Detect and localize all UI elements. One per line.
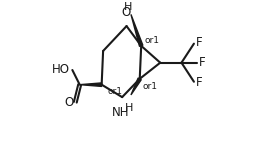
Text: or1: or1 [144, 36, 159, 45]
Text: or1: or1 [143, 82, 158, 91]
Text: F: F [196, 76, 203, 89]
Text: HO: HO [52, 63, 70, 76]
Text: O: O [64, 97, 74, 109]
Text: H: H [125, 103, 133, 113]
Text: O: O [121, 7, 130, 19]
Polygon shape [131, 14, 143, 46]
Polygon shape [80, 83, 102, 86]
Text: F: F [199, 56, 206, 69]
Text: H: H [124, 2, 132, 12]
Text: or1: or1 [108, 87, 123, 96]
Text: F: F [196, 36, 203, 49]
Text: NH: NH [112, 106, 130, 119]
Polygon shape [131, 78, 141, 95]
